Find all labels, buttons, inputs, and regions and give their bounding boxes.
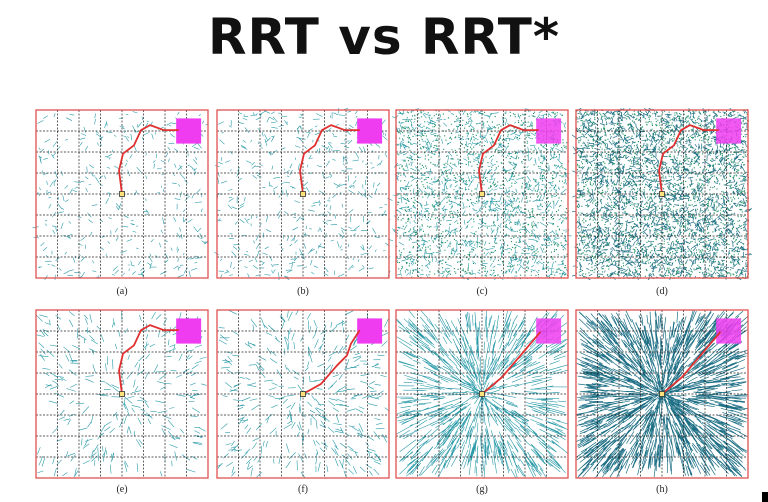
tree-plot <box>392 108 572 280</box>
panel-caption: (g) <box>476 484 488 495</box>
solution-path <box>658 124 719 195</box>
panel-d <box>572 108 752 280</box>
start-marker <box>659 191 665 197</box>
panel-g <box>392 308 572 480</box>
tree-plot <box>214 108 393 280</box>
grid-lines <box>396 310 568 478</box>
goal-region <box>357 318 383 344</box>
plot-border <box>35 309 209 479</box>
plot-border <box>395 109 569 279</box>
solution-path <box>478 124 539 195</box>
grid-lines <box>576 110 748 278</box>
plot-border <box>395 309 569 479</box>
panel-caption: (f) <box>298 484 308 495</box>
start-marker <box>119 391 125 397</box>
plot-border <box>216 109 390 279</box>
goal-region <box>176 118 202 144</box>
goal-region <box>536 118 562 144</box>
tree-edges <box>576 309 749 478</box>
start-marker <box>300 391 306 397</box>
tree-plot <box>216 309 390 479</box>
grid-lines <box>576 310 748 478</box>
start-marker <box>119 191 125 197</box>
solution-path <box>302 329 361 395</box>
plot-border <box>575 309 749 479</box>
panel-caption: (h) <box>656 484 668 495</box>
panel-caption: (e) <box>116 484 128 495</box>
tree-edges <box>32 111 209 280</box>
panel-caption: (d) <box>656 286 668 297</box>
panel-e <box>32 308 212 480</box>
panel-c <box>392 108 572 280</box>
start-marker <box>479 391 485 397</box>
solution-path <box>661 331 722 395</box>
solution-path <box>118 124 179 195</box>
panel-caption: (b) <box>297 286 309 297</box>
tree-edges <box>214 108 393 280</box>
start-marker <box>300 191 306 197</box>
panel-caption: (c) <box>476 286 488 297</box>
tree-plot <box>572 108 752 280</box>
solution-path <box>299 124 360 195</box>
panel-f <box>213 308 393 480</box>
panel-b <box>213 108 393 280</box>
tree-edges <box>396 309 568 479</box>
tree-plot <box>32 109 209 280</box>
goal-region <box>536 318 562 344</box>
start-marker <box>479 191 485 197</box>
solution-path <box>118 324 179 395</box>
plot-border <box>216 309 390 479</box>
plot-border <box>575 109 749 279</box>
panel-h <box>572 308 752 480</box>
panel-a <box>32 108 212 280</box>
goal-region <box>716 118 742 144</box>
solution-path <box>481 331 542 395</box>
goal-region <box>176 318 202 344</box>
start-marker <box>659 391 665 397</box>
panel-caption: (a) <box>116 286 128 297</box>
plot-border <box>35 109 209 279</box>
goal-region <box>716 318 742 344</box>
tree-plot <box>35 309 209 479</box>
slide-title: RRT vs RRT* <box>207 8 561 66</box>
tree-plot <box>575 309 749 479</box>
tree-edges <box>35 311 207 478</box>
goal-region <box>357 118 383 144</box>
grid-lines <box>396 110 568 278</box>
tree-plot <box>395 309 569 479</box>
corner-mark <box>762 492 768 502</box>
